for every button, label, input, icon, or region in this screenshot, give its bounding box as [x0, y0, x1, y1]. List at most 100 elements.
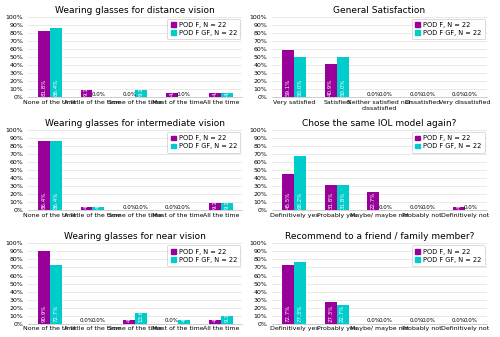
Text: 31.8%: 31.8% [328, 192, 333, 209]
Text: 9.1%: 9.1% [138, 82, 143, 96]
Title: Wearing glasses for intermediate vision: Wearing glasses for intermediate vision [45, 119, 225, 128]
Bar [453, 207, 465, 210]
Text: 22.7%: 22.7% [340, 305, 345, 323]
Text: 0.0%: 0.0% [421, 205, 435, 210]
Text: 9.1%: 9.1% [224, 309, 229, 323]
Legend: POD F, N = 22, POD F GF, N = 22: POD F, N = 22, POD F GF, N = 22 [168, 19, 240, 39]
Title: General Satisfaction: General Satisfaction [334, 5, 426, 14]
Text: 4.5%: 4.5% [182, 309, 186, 323]
Bar [135, 313, 147, 324]
Bar [92, 207, 104, 210]
Legend: POD F, N = 22, POD F GF, N = 22: POD F, N = 22, POD F GF, N = 22 [412, 245, 484, 266]
Bar [166, 93, 178, 97]
Legend: POD F, N = 22, POD F GF, N = 22: POD F, N = 22, POD F GF, N = 22 [168, 132, 240, 153]
Text: 0.0%: 0.0% [409, 318, 423, 323]
Bar [208, 203, 220, 210]
Text: 0.0%: 0.0% [452, 92, 466, 97]
Text: 0.0%: 0.0% [92, 92, 106, 97]
Text: 4.5%: 4.5% [127, 309, 132, 323]
Text: 9.1%: 9.1% [212, 195, 217, 209]
Bar [80, 90, 92, 97]
Bar [220, 203, 232, 210]
Title: Recommend to a friend / family member?: Recommend to a friend / family member? [284, 232, 474, 241]
Text: 4.5%: 4.5% [224, 82, 229, 96]
Title: Chose the same IOL model again?: Chose the same IOL model again? [302, 119, 456, 128]
Bar [38, 251, 50, 324]
Bar [80, 207, 92, 210]
Text: 0.0%: 0.0% [464, 205, 478, 210]
Text: 0.0%: 0.0% [378, 205, 392, 210]
Text: 0.0%: 0.0% [165, 205, 179, 210]
Text: 27.3%: 27.3% [328, 305, 333, 323]
Bar [336, 57, 348, 97]
Bar [324, 64, 336, 97]
Text: 59.1%: 59.1% [286, 79, 290, 96]
Text: 13.6%: 13.6% [138, 305, 143, 323]
Text: 0.0%: 0.0% [366, 318, 380, 323]
Legend: POD F, N = 22, POD F GF, N = 22: POD F, N = 22, POD F GF, N = 22 [412, 19, 484, 39]
Text: 90.9%: 90.9% [42, 305, 46, 323]
Bar [336, 185, 348, 210]
Bar [294, 262, 306, 324]
Text: 86.4%: 86.4% [53, 79, 58, 96]
Text: 4.5%: 4.5% [212, 309, 217, 323]
Text: 9.1%: 9.1% [84, 82, 89, 96]
Text: 50.0%: 50.0% [298, 79, 302, 96]
Text: 0.0%: 0.0% [122, 92, 136, 97]
Text: 0.0%: 0.0% [366, 92, 380, 97]
Text: 0.0%: 0.0% [421, 318, 435, 323]
Text: 0.0%: 0.0% [421, 92, 435, 97]
Bar [324, 302, 336, 324]
Text: 0.0%: 0.0% [165, 318, 179, 323]
Text: 81.8%: 81.8% [42, 79, 46, 96]
Text: 0.0%: 0.0% [134, 205, 148, 210]
Text: 86.4%: 86.4% [53, 192, 58, 209]
Bar [50, 28, 62, 97]
Bar [220, 316, 232, 324]
Bar [282, 50, 294, 97]
Bar [50, 265, 62, 324]
Legend: POD F, N = 22, POD F GF, N = 22: POD F, N = 22, POD F GF, N = 22 [412, 132, 484, 153]
Text: 72.7%: 72.7% [286, 305, 290, 323]
Bar [324, 185, 336, 210]
Bar [208, 320, 220, 324]
Text: 0.0%: 0.0% [92, 318, 106, 323]
Text: 77.3%: 77.3% [298, 305, 302, 323]
Text: 0.0%: 0.0% [409, 205, 423, 210]
Bar [50, 141, 62, 210]
Text: 22.7%: 22.7% [371, 192, 376, 209]
Bar [294, 57, 306, 97]
Text: 4.5%: 4.5% [456, 195, 462, 209]
Title: Wearing glasses for near vision: Wearing glasses for near vision [64, 232, 206, 241]
Bar [135, 90, 147, 97]
Text: 0.0%: 0.0% [177, 92, 191, 97]
Text: 72.7%: 72.7% [53, 305, 58, 323]
Text: 0.0%: 0.0% [464, 318, 478, 323]
Bar [208, 93, 220, 97]
Bar [282, 174, 294, 210]
Text: 4.5%: 4.5% [96, 195, 101, 209]
Bar [38, 141, 50, 210]
Text: 0.0%: 0.0% [378, 92, 392, 97]
Text: 9.1%: 9.1% [224, 195, 229, 209]
Title: Wearing glasses for distance vision: Wearing glasses for distance vision [56, 5, 215, 14]
Text: 0.0%: 0.0% [464, 92, 478, 97]
Bar [368, 192, 380, 210]
Text: 0.0%: 0.0% [122, 205, 136, 210]
Text: 4.5%: 4.5% [84, 195, 89, 209]
Bar [178, 320, 190, 324]
Bar [124, 320, 135, 324]
Text: 50.0%: 50.0% [340, 79, 345, 96]
Text: 45.5%: 45.5% [286, 192, 290, 209]
Bar [282, 265, 294, 324]
Text: 40.9%: 40.9% [328, 79, 333, 96]
Legend: POD F, N = 22, POD F GF, N = 22: POD F, N = 22, POD F GF, N = 22 [168, 245, 240, 266]
Bar [220, 93, 232, 97]
Text: 0.0%: 0.0% [177, 205, 191, 210]
Text: 4.5%: 4.5% [212, 82, 217, 96]
Text: 0.0%: 0.0% [80, 318, 94, 323]
Bar [294, 156, 306, 210]
Bar [38, 31, 50, 97]
Bar [336, 305, 348, 324]
Text: 86.4%: 86.4% [42, 192, 46, 209]
